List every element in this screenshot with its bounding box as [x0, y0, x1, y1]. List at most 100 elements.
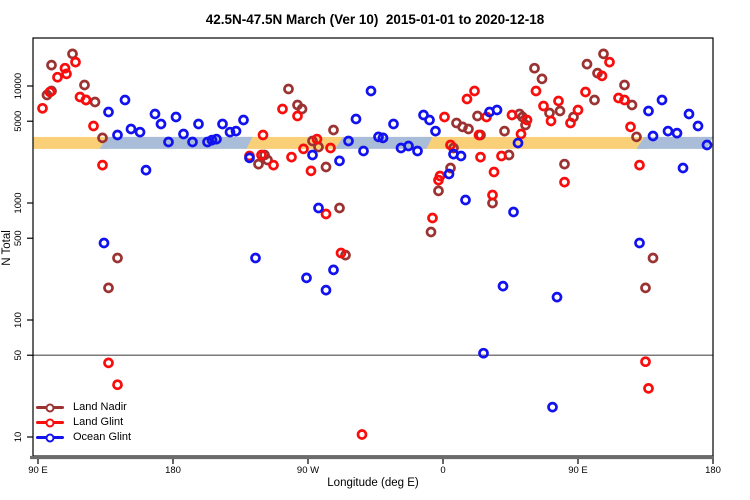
y-tick-label: 100 — [13, 312, 24, 328]
data-point-land-nadir — [283, 83, 294, 95]
data-point-land-nadir — [589, 94, 600, 106]
land-nadir-symbol-icon — [36, 400, 64, 415]
x-tick-label: 180 — [705, 465, 721, 476]
data-point-land-nadir — [253, 158, 264, 170]
data-point-land-glint — [559, 176, 570, 188]
data-point-land-glint — [88, 120, 99, 132]
data-point-land-nadir — [67, 48, 78, 60]
data-point-ocean-glint — [328, 264, 339, 276]
data-point-land-glint — [553, 95, 564, 107]
legend-item-ocean-glint: Ocean Glint — [36, 430, 131, 445]
plot-border — [32, 37, 714, 457]
data-point-land-glint — [257, 129, 269, 141]
legend: Land Nadir Land Glint Ocean Glint — [36, 400, 131, 445]
data-point-ocean-glint — [634, 237, 645, 249]
data-point-ocean-glint — [163, 136, 174, 148]
data-point-land-glint — [292, 110, 303, 122]
data-point-land-glint — [325, 142, 336, 154]
data-point-land-glint — [445, 139, 456, 151]
data-point-land-glint — [52, 71, 63, 83]
data-point-ocean-glint — [412, 145, 423, 157]
band-land — [33, 136, 109, 149]
data-point-ocean-glint — [350, 113, 362, 125]
land-glint-symbol-icon — [36, 415, 64, 430]
data-point-ocean-glint — [424, 114, 435, 126]
data-point-ocean-glint — [244, 152, 255, 164]
data-point-land-glint — [604, 56, 615, 68]
data-point-land-nadir — [581, 58, 593, 70]
x-tick-label: 0 — [440, 465, 445, 476]
y-tick-label: 1000 — [13, 192, 24, 213]
data-point-land-glint — [37, 102, 48, 114]
data-point-ocean-glint — [343, 135, 354, 147]
data-point-land-glint — [439, 111, 450, 123]
data-point-ocean-glint — [365, 85, 377, 97]
data-point-ocean-glint — [647, 130, 659, 142]
data-point-ocean-glint — [377, 132, 389, 144]
data-point-ocean-glint — [497, 280, 509, 292]
data-point-land-glint — [506, 109, 518, 121]
data-point-land-nadir — [97, 132, 108, 144]
data-point-land-glint — [97, 159, 108, 171]
data-point-land-nadir — [103, 282, 114, 294]
data-point-land-glint — [475, 151, 486, 163]
data-point-ocean-glint — [547, 401, 558, 413]
data-point-land-nadir — [554, 105, 566, 117]
band-ocean — [99, 136, 253, 149]
data-point-land-glint — [268, 159, 279, 171]
data-point-ocean-glint — [119, 94, 131, 106]
data-point-ocean-glint — [307, 149, 318, 161]
data-point-land-nadir — [433, 185, 444, 197]
x-tick-label: 90 W — [297, 465, 319, 476]
data-point-ocean-glint — [683, 108, 695, 120]
data-point-land-glint — [70, 56, 81, 68]
data-point-ocean-glint — [701, 139, 713, 151]
data-point-ocean-glint — [238, 114, 249, 126]
data-point-ocean-glint — [677, 162, 689, 174]
data-point-ocean-glint — [170, 111, 182, 123]
data-point-land-nadir — [463, 123, 474, 135]
data-point-ocean-glint — [491, 104, 503, 116]
band-land — [243, 136, 344, 149]
data-point-land-glint — [545, 115, 557, 127]
data-point-land-glint — [625, 121, 636, 133]
data-point-ocean-glint — [373, 131, 384, 143]
data-point-ocean-glint — [134, 126, 146, 138]
data-point-land-glint — [61, 68, 72, 80]
data-point-land-nadir — [631, 131, 642, 143]
data-point-land-glint — [320, 208, 332, 220]
data-point-land-nadir — [320, 161, 332, 173]
data-point-land-nadir — [328, 124, 339, 136]
x-tick-label: 180 — [165, 465, 181, 476]
data-point-land-glint — [461, 93, 473, 105]
x-axis-label: Longitude (deg E) — [327, 477, 419, 489]
band-land — [423, 136, 646, 149]
data-point-land-glint — [434, 170, 446, 182]
y-tick-label: 10000 — [13, 73, 24, 99]
data-point-land-nadir — [647, 252, 659, 264]
data-point-ocean-glint — [418, 109, 429, 121]
data-point-ocean-glint — [140, 164, 152, 176]
data-point-land-glint — [112, 379, 123, 391]
chart-title: 42.5N-47.5N March (Ver 10) 2015-01-01 to… — [205, 12, 545, 27]
data-point-ocean-glint — [671, 127, 683, 139]
data-point-land-glint — [103, 357, 114, 369]
y-tick-label: 50 — [13, 350, 24, 361]
data-point-land-nadir — [536, 73, 548, 85]
data-point-land-nadir — [559, 158, 570, 170]
data-point-land-glint — [596, 70, 608, 82]
data-point-land-glint — [643, 383, 654, 394]
x-tick-label: 90 E — [568, 465, 588, 476]
y-tick-label: 10 — [13, 432, 24, 443]
data-point-land-nadir — [598, 48, 609, 60]
data-point-ocean-glint — [551, 291, 563, 303]
data-point-land-nadir — [472, 110, 483, 122]
data-point-ocean-glint — [430, 125, 441, 137]
legend-item-land-glint: Land Glint — [36, 415, 131, 430]
data-point-ocean-glint — [103, 106, 114, 118]
data-point-land-glint — [565, 117, 576, 129]
data-point-land-glint — [619, 94, 630, 106]
data-point-ocean-glint — [478, 347, 489, 359]
data-point-ocean-glint — [692, 120, 704, 132]
